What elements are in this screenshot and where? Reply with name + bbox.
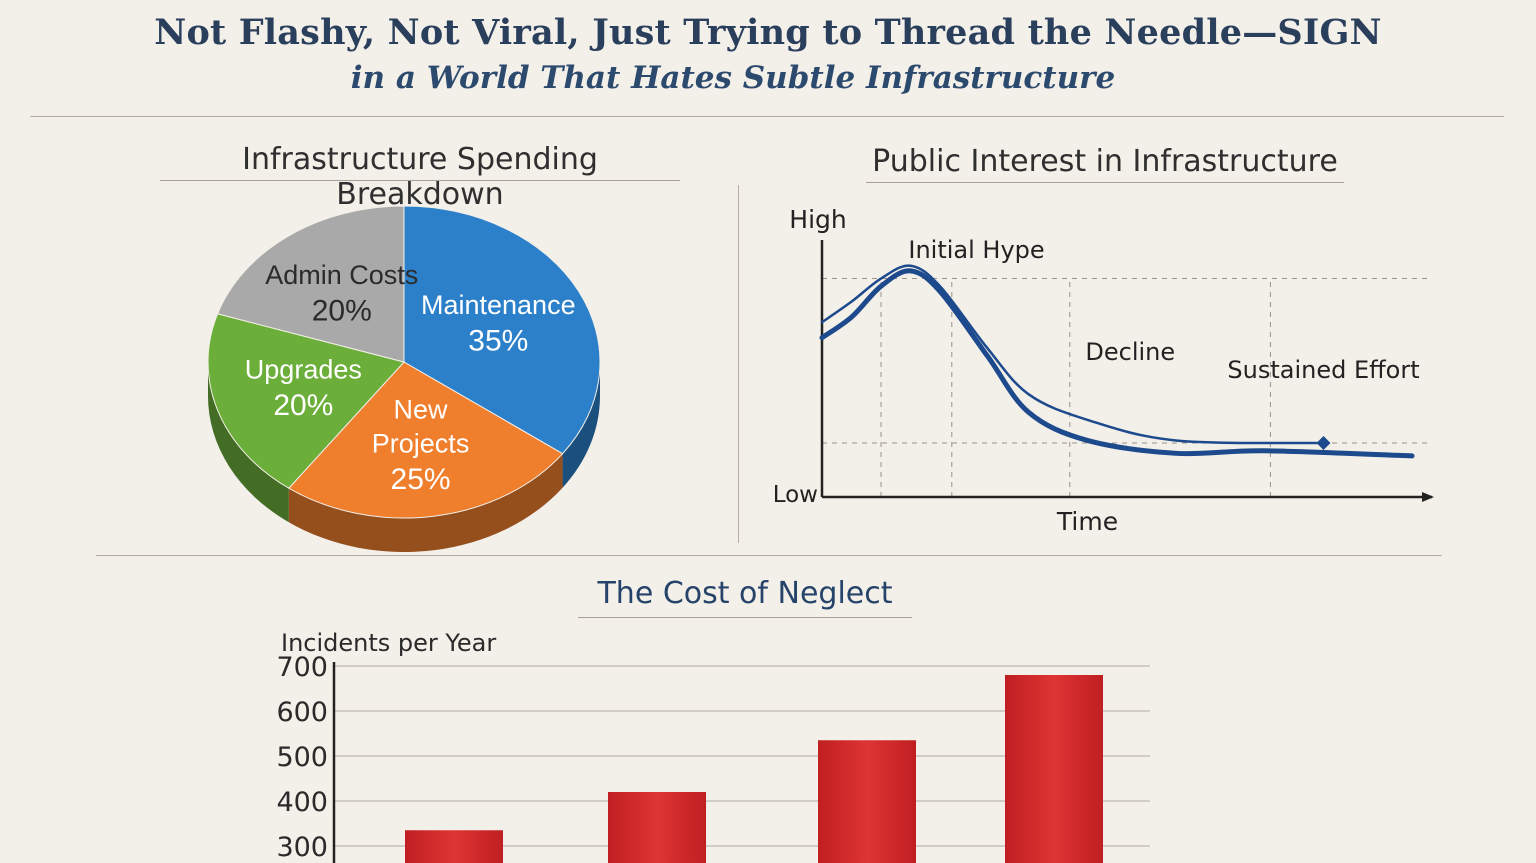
bar-title-underline	[578, 617, 912, 618]
sustained-effort-marker	[1316, 436, 1331, 451]
x-axis-label: Time	[1056, 507, 1118, 536]
interest-line-1	[820, 264, 1325, 445]
y-tick-label: 600	[276, 697, 328, 728]
y-tick-label: 300	[276, 832, 328, 863]
annotation-sustained-effort: Sustained Effort	[1227, 356, 1419, 384]
pie-value-label: 20%	[312, 295, 372, 328]
pie-value-label: 20%	[273, 389, 333, 422]
interest-line-2	[819, 268, 1415, 459]
bar	[405, 830, 503, 863]
pie-slice-new-projects	[288, 361, 564, 519]
pie-value-label: 25%	[391, 463, 451, 496]
y-axis-high-label: High	[789, 205, 846, 234]
pie-label: Admin Costs	[265, 260, 418, 290]
line-chart-title: Public Interest in Infrastructure	[872, 144, 1338, 179]
pie-slice-upgrades	[207, 313, 405, 489]
pie-label: Projects	[372, 428, 470, 458]
bar	[1005, 675, 1103, 863]
y-tick-label: 700	[276, 652, 328, 683]
bar	[818, 740, 916, 863]
section-divider	[96, 555, 1442, 556]
bar-chart-title: The Cost of Neglect	[597, 576, 893, 611]
pie-label: Upgrades	[245, 354, 362, 384]
pie-side-new-projects	[288, 453, 563, 552]
panel-divider	[738, 185, 739, 543]
pie-label: Maintenance	[421, 290, 576, 320]
pie-side-maintenance	[562, 362, 600, 488]
header-divider	[30, 116, 1504, 117]
pie-slice-admin-costs	[216, 205, 405, 363]
y-axis-low-label: Low	[773, 482, 818, 508]
bar	[608, 792, 706, 863]
y-tick-label: 400	[276, 787, 328, 818]
page-subtitle: in a World That Hates Subtle Infrastruct…	[350, 60, 1116, 96]
line-title-underline	[866, 182, 1344, 183]
annotation-initial-hype: Initial Hype	[908, 236, 1044, 264]
pie-value-label: 35%	[468, 325, 528, 358]
pie-title-underline	[160, 180, 680, 181]
pie-slice-maintenance	[403, 205, 601, 455]
page-title: Not Flashy, Not Viral, Just Trying to Th…	[154, 12, 1382, 53]
annotation-decline: Decline	[1085, 338, 1175, 366]
pie-side-upgrades	[208, 362, 289, 523]
y-tick-label: 500	[276, 742, 328, 773]
pie-label: New	[394, 395, 449, 425]
y-axis-label: Incidents per Year	[281, 629, 496, 657]
